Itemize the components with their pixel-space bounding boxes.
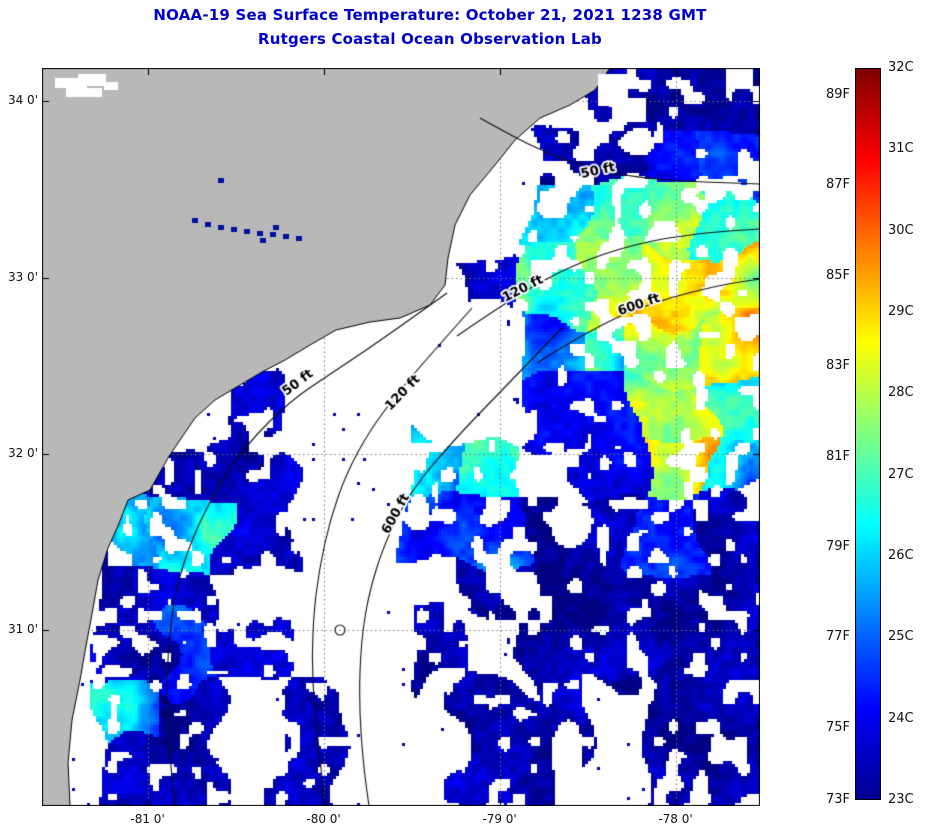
colorbar-gradient (855, 68, 881, 800)
lon-tick-label: -80 0' (306, 812, 341, 826)
colorbar-f-label: 81F (825, 448, 850, 464)
colorbar-c-label: 25C (888, 629, 914, 645)
colorbar-c-label: 28C (888, 385, 914, 401)
lon-tick-label: -78 0' (658, 812, 693, 826)
lat-tick-label: 34 0' (7, 93, 38, 108)
colorbar-f-label: 77F (825, 629, 850, 645)
colorbar-c-label: 32C (888, 60, 914, 75)
lon-tick-label: -79 0' (482, 812, 517, 826)
figure-title: NOAA-19 Sea Surface Temperature: October… (153, 6, 707, 24)
colorbar-f-label: 73F (825, 792, 850, 807)
figure-subtitle: Rutgers Coastal Ocean Observation Lab (258, 30, 602, 48)
colorbar-f-label: 79F (825, 538, 850, 554)
colorbar-c-label: 24C (888, 710, 914, 726)
colorbar-f-label: 75F (825, 719, 850, 735)
colorbar-c-label: 23C (888, 792, 914, 807)
colorbar-c-label: 30C (888, 222, 914, 238)
sst-map-canvas (42, 68, 760, 806)
colorbar-c-label: 27C (888, 466, 914, 482)
colorbar-f-label: 87F (825, 177, 850, 193)
lat-tick-label: 33 0' (7, 269, 38, 284)
colorbar-c-label: 29C (888, 304, 914, 319)
lat-tick-label: 31 0' (7, 621, 38, 636)
lat-tick-label: 32 0' (7, 445, 38, 460)
colorbar-f-label: 83F (825, 358, 850, 374)
lon-tick-label: -81 0' (130, 812, 165, 826)
colorbar-f-label: 85F (825, 267, 850, 283)
colorbar-c-label: 31C (888, 141, 914, 157)
colorbar-c-label: 26C (888, 548, 914, 563)
colorbar-f-label: 89F (825, 87, 850, 103)
